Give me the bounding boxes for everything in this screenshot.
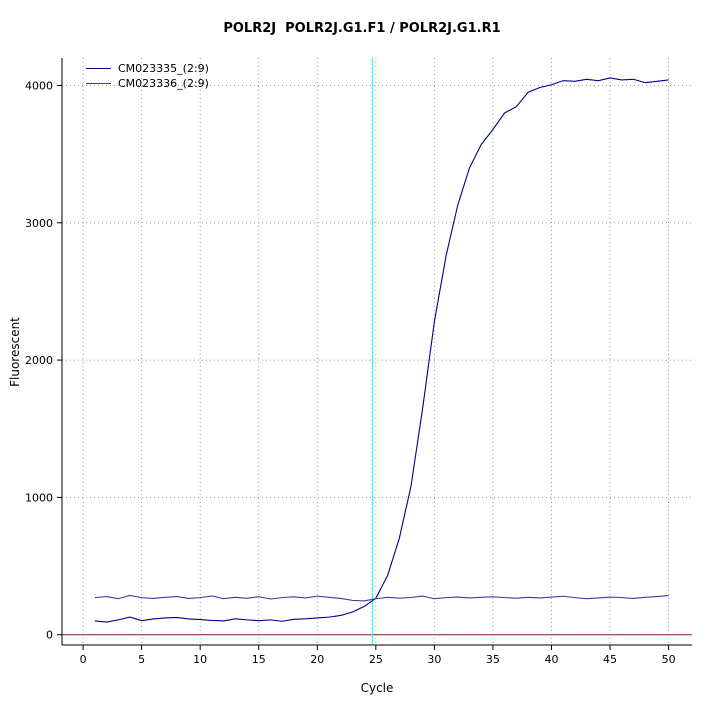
y-tick-label: 4000 bbox=[25, 79, 53, 92]
y-axis-label: Fluorescent bbox=[8, 317, 22, 387]
x-tick-label: 35 bbox=[486, 653, 500, 666]
x-tick-label: 45 bbox=[603, 653, 617, 666]
x-tick-label: 10 bbox=[193, 653, 207, 666]
y-tick-label: 2000 bbox=[25, 354, 53, 367]
y-tick-label: 0 bbox=[46, 629, 53, 642]
series-line-1 bbox=[94, 77, 669, 623]
x-axis-label: Cycle bbox=[360, 681, 394, 695]
x-tick-label: 5 bbox=[138, 653, 145, 666]
y-tick-label: 1000 bbox=[25, 491, 53, 504]
series-line-2 bbox=[94, 594, 669, 602]
legend-item: CM023335_(2:9) bbox=[86, 61, 209, 76]
x-tick-label: 0 bbox=[80, 653, 87, 666]
legend: CM023335_(2:9) CM023336_(2:9) bbox=[86, 61, 209, 91]
x-tick-label: 20 bbox=[310, 653, 324, 666]
chart-title: POLR2J POLR2J.G1.F1 / POLR2J.G1.R1 bbox=[223, 21, 501, 36]
x-tick-label: 50 bbox=[662, 653, 676, 666]
legend-label: CM023336_(2:9) bbox=[118, 77, 209, 90]
x-tick-label: 40 bbox=[544, 653, 558, 666]
x-tick-label: 15 bbox=[252, 653, 266, 666]
legend-label: CM023335_(2:9) bbox=[118, 62, 209, 75]
legend-item: CM023336_(2:9) bbox=[86, 76, 209, 91]
y-tick-label: 3000 bbox=[25, 217, 53, 230]
legend-line-sample-icon bbox=[86, 68, 111, 69]
x-tick-label: 25 bbox=[369, 653, 383, 666]
x-tick-label: 30 bbox=[427, 653, 441, 666]
legend-line-sample-icon bbox=[86, 83, 111, 84]
